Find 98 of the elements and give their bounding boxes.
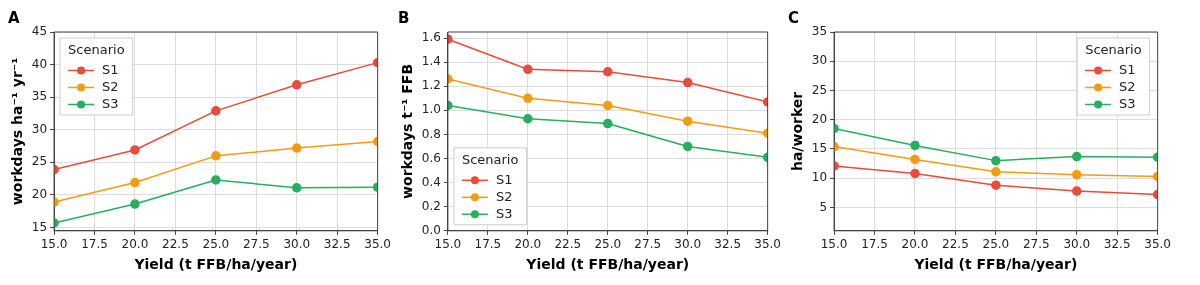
point (211, 106, 221, 116)
x-tick-label: 30.0 (674, 237, 702, 252)
x-tick-label: 30.0 (1063, 237, 1091, 252)
legend-title: Scenario (461, 152, 519, 168)
legend-label: S1 (495, 171, 513, 187)
point (991, 180, 1001, 190)
y-axis-title: ha/worker (789, 91, 806, 172)
legend-label: S2 (495, 188, 513, 204)
x-tick-label: 30.0 (283, 237, 311, 252)
point (130, 199, 140, 209)
point (130, 145, 140, 155)
x-tick-label: 32.5 (714, 237, 742, 252)
x-tick-label: 17.5 (81, 237, 108, 252)
y-tick-label: 15 (811, 141, 828, 156)
legend-label: S3 (102, 95, 119, 111)
legend-title: Scenario (68, 42, 125, 58)
point (991, 167, 1001, 177)
x-tick-label: 22.5 (942, 237, 969, 252)
y-axis-title: workdays ha⁻¹ yr⁻¹ (9, 57, 26, 206)
legend-label: S3 (1119, 95, 1136, 111)
y-tick-label: 30 (811, 53, 828, 68)
x-axis-title: Yield (t FFB/ha/year) (133, 256, 298, 273)
y-tick-label: 1.6 (421, 30, 441, 45)
point (682, 141, 693, 152)
point (910, 168, 920, 179)
x-tick-label: 15.0 (40, 237, 68, 252)
point (1072, 151, 1082, 162)
y-axis-title: workdays t⁻¹ FFB (399, 63, 416, 199)
x-tick-label: 25.0 (202, 237, 230, 252)
y-tick-label: 25 (31, 154, 48, 169)
point (130, 177, 140, 188)
x-tick-label: 20.0 (901, 237, 929, 252)
x-tick-label: 32.5 (1103, 237, 1131, 252)
x-tick-label: 22.5 (554, 237, 582, 252)
chart-title: B (398, 8, 410, 27)
x-tick-label: 32.5 (323, 237, 351, 252)
x-tick-label: 25.0 (982, 237, 1010, 252)
y-tick-label: 35 (811, 24, 828, 39)
x-tick-label: 22.5 (162, 237, 189, 252)
y-tick-label: 5 (819, 199, 828, 214)
y-tick-label: 30 (31, 121, 48, 136)
y-tick-label: 0.2 (421, 198, 441, 213)
point (211, 175, 221, 185)
point (910, 140, 920, 151)
x-tick-label: 20.0 (514, 237, 542, 252)
legend-label: S1 (102, 61, 119, 77)
point (603, 100, 613, 111)
x-tick-label: 35.0 (754, 237, 781, 252)
y-tick-label: 0.4 (421, 174, 441, 189)
point (1072, 169, 1082, 180)
y-tick-label: 0.8 (421, 126, 441, 141)
legend-label: S1 (1119, 61, 1136, 77)
x-axis-title: Yield (t FFB/ha/year) (525, 256, 690, 273)
point (211, 151, 221, 161)
legend-title: Scenario (1085, 42, 1142, 58)
point (991, 155, 1001, 166)
legend-label: S2 (102, 78, 119, 94)
y-tick-label: 0.6 (421, 150, 441, 165)
y-tick-label: 45 (31, 24, 48, 39)
point (682, 77, 693, 88)
point (292, 183, 302, 193)
x-tick-label: 35.0 (1144, 237, 1171, 252)
y-tick-label: 20 (811, 111, 828, 126)
chart-title: A (8, 8, 20, 27)
y-tick-label: 10 (811, 170, 828, 185)
x-tick-label: 17.5 (474, 237, 502, 252)
x-tick-label: 15.0 (820, 237, 848, 252)
point (1072, 186, 1082, 196)
point (523, 114, 533, 124)
y-tick-label: 1.2 (421, 78, 441, 93)
x-axis-title: Yield (t FFB/ha/year) (913, 256, 1078, 273)
legend-label: S3 (495, 205, 513, 221)
point (682, 116, 693, 126)
y-tick-label: 40 (31, 56, 48, 71)
x-tick-label: 17.5 (861, 237, 888, 252)
y-tick-label: 0.0 (421, 222, 441, 237)
y-tick-label: 1.4 (421, 54, 441, 69)
point (603, 67, 613, 77)
y-tick-label: 15 (31, 219, 48, 234)
x-tick-label: 27.5 (1022, 237, 1050, 252)
x-tick-label: 25.0 (594, 237, 622, 252)
y-tick-label: 1.0 (421, 102, 441, 117)
y-tick-label: 20 (31, 187, 48, 202)
y-tick-label: 35 (31, 89, 48, 104)
x-tick-label: 27.5 (242, 237, 270, 252)
point (603, 118, 613, 129)
point (292, 80, 302, 90)
legend-label: S2 (1119, 78, 1136, 94)
y-tick-label: 25 (811, 82, 828, 97)
x-tick-label: 15.0 (434, 237, 462, 252)
x-tick-label: 20.0 (121, 237, 149, 252)
x-tick-label: 27.5 (634, 237, 662, 252)
point (523, 93, 533, 104)
point (910, 154, 920, 165)
point (523, 64, 533, 75)
x-tick-label: 35.0 (364, 237, 391, 252)
point (292, 143, 302, 153)
chart-title: C (788, 8, 800, 27)
